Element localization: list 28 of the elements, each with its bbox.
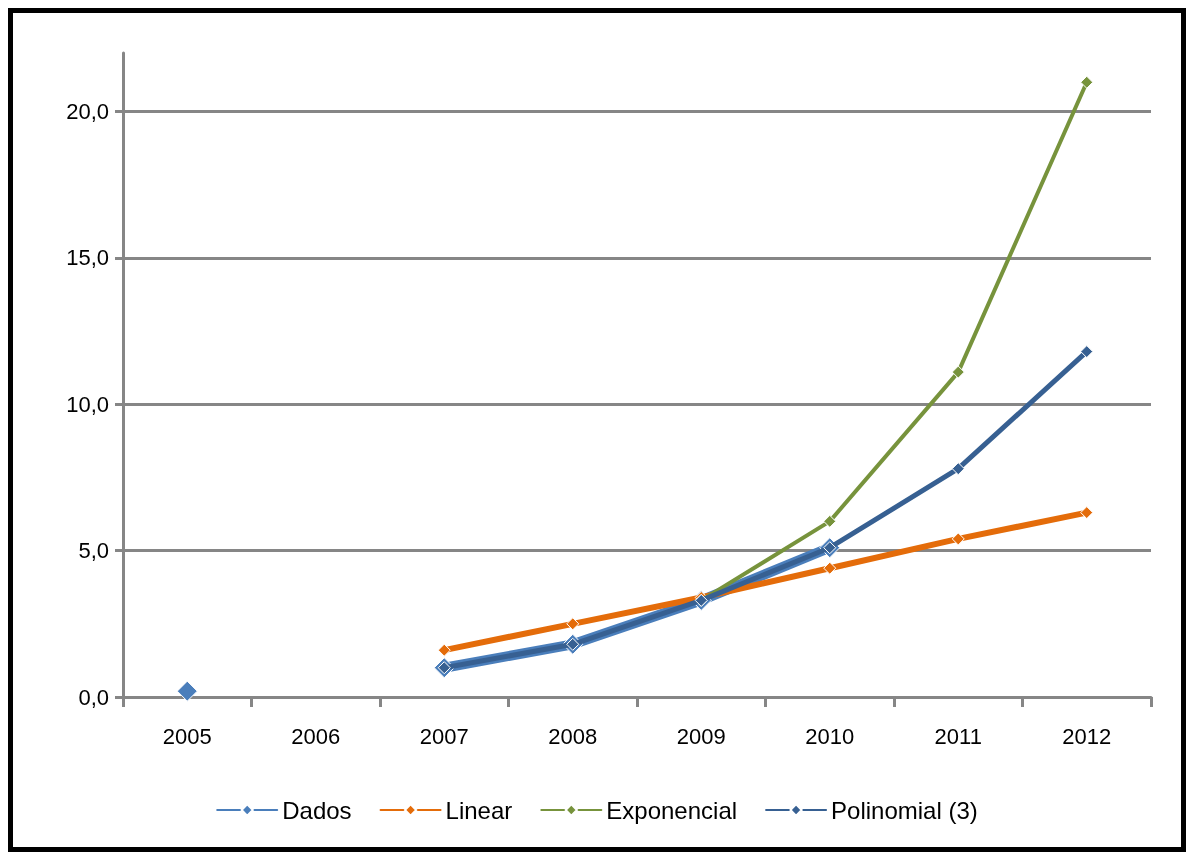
y-tick-label: 0,0 [78,684,109,710]
legend-label: Polinomial (3) [831,796,978,824]
point [1080,75,1094,89]
point [951,462,965,476]
y-tick-label: 5,0 [78,538,109,564]
point [951,532,965,546]
y-tick-label: 20,0 [66,99,109,125]
x-tick-label: 2005 [162,723,212,749]
legend-label: Linear [445,796,513,824]
legend-label: Dados [282,796,352,824]
y-tick-label: 10,0 [66,391,109,417]
point [823,514,837,528]
point [176,680,198,702]
x-tick-label: 2011 [934,723,982,749]
point [566,617,580,631]
legend-label: Exponencial [606,796,738,824]
x-tick-label: 2006 [291,723,341,749]
point [437,643,451,657]
x-tick-label: 2012 [1062,723,1112,749]
x-tick-label: 2010 [805,723,855,749]
point [1080,506,1094,520]
point [951,365,965,379]
x-tick-label: 2008 [548,723,598,749]
y-tick-label: 15,0 [66,245,109,271]
x-tick-label: 2007 [419,723,469,749]
x-tick-label: 2009 [676,723,726,749]
point [1080,345,1094,359]
point [823,561,837,575]
